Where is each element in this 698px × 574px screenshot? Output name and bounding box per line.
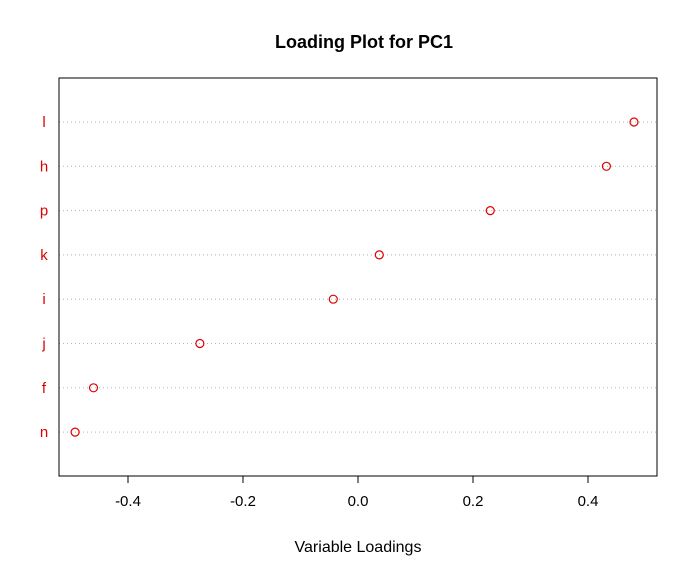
- x-tick-label: -0.2: [230, 493, 256, 510]
- category-label-f: f: [42, 380, 47, 397]
- point-l: [629, 117, 639, 127]
- x-tick-label: 0.4: [578, 493, 599, 510]
- x-tick-label: 0.0: [348, 493, 369, 510]
- plot-frame: [58, 77, 658, 477]
- category-label-l: l: [42, 114, 45, 131]
- x-axis-label: Variable Loadings: [295, 539, 422, 556]
- grid-lines: [59, 121, 657, 433]
- point-n: [70, 427, 80, 437]
- category-label-p: p: [40, 203, 48, 220]
- x-tick-label: -0.4: [115, 493, 141, 510]
- point-k: [374, 250, 384, 260]
- point-f: [88, 383, 99, 393]
- category-label-i: i: [42, 291, 45, 308]
- category-label-n: n: [40, 424, 48, 441]
- category-label-k: k: [40, 247, 48, 264]
- category-label-h: h: [40, 158, 48, 175]
- point-j: [195, 338, 205, 349]
- category-labels: l h p k i j f n: [40, 114, 48, 441]
- point-p: [485, 206, 495, 216]
- x-tick-label: 0.2: [463, 493, 484, 510]
- chart-title: Loading Plot for PC1: [275, 32, 453, 52]
- category-label-j: j: [41, 336, 45, 353]
- point-i: [328, 294, 338, 304]
- data-points: [70, 117, 639, 437]
- point-h: [601, 161, 612, 171]
- x-axis: -0.4 -0.2 0.0 0.2 0.4: [115, 475, 599, 510]
